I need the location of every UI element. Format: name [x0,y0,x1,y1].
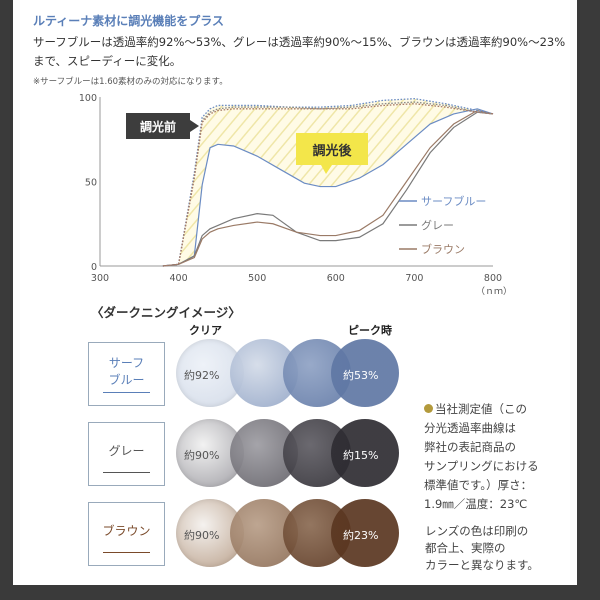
lens-label-box: サーフ ブルー [88,342,165,406]
peak-transmittance: 約15% [343,449,379,462]
series-line-after-2 [162,109,494,267]
lens-label-box: グレー [88,422,165,486]
before-label-callout: 調光前 [126,113,199,139]
clear-label: クリア [189,324,222,337]
x-axis-unit: （ｎｍ） [476,286,512,297]
section-title: ルティーナ素材に調光機能をプラス [33,14,225,28]
y-tick-label: 50 [85,178,97,189]
darkening-title: 〈ダークニングイメージ〉 [91,305,241,320]
measurement-note-line: 標準値です。）厚さ： [424,478,533,492]
after-label: 調光後 [312,143,352,159]
label-underline [103,472,150,473]
lens-circle [331,339,399,407]
clear-transmittance: 約92% [184,369,220,382]
description-line-1: サーフブルーは透過率約92%〜53%、グレーは透過率約90%〜15%、ブラウンは… [33,35,566,49]
measurement-note-line: 分光透過率曲線は [424,421,516,435]
lens-label-line: ブラウン [102,524,151,538]
lens-color-note-line: 都合上、実際の [425,541,506,555]
bullet-icon [424,404,433,413]
label-underline [103,392,150,393]
lens-label-line: サーフ [108,356,145,370]
lens-color-note-line: レンズの色は印刷の [425,524,529,538]
x-tick-label: 400 [170,273,188,284]
description-line-2: まで、スピーディーに変化。 [33,54,182,68]
x-tick-label: 500 [248,273,266,284]
measurement-note-line: 当社測定値（この [435,402,527,416]
series-line-before-5 [162,103,494,267]
peak-transmittance: 約53% [343,369,379,382]
label-underline [103,552,150,553]
measurement-note: 当社測定値（この分光透過率曲線は 弊社の表記商品のサンプリングにおける 標準値です。… [424,400,574,514]
peak-transmittance: 約23% [343,529,379,542]
before-label: 調光前 [140,119,176,134]
x-tick-label: 300 [91,273,109,284]
peak-label: ピーク時 [348,324,392,337]
surf-blue-note: ※サーフブルーは1.60素材のみの対応になります。 [33,77,228,87]
series-line-before-4 [162,101,494,267]
clear-transmittance: 約90% [184,449,220,462]
x-tick-label: 600 [327,273,345,284]
lens-circle [331,419,399,487]
measurement-note-line: サンプリングにおける [424,459,539,473]
product-card: ルティーナ素材に調光機能をプラス サーフブルーは透過率約92%〜53%、グレーは… [13,0,577,585]
legend-label: サーフブルー [421,194,486,208]
x-tick-label: 700 [405,273,423,284]
y-tick-label: 0 [91,262,97,273]
lens-label-line: ブルー [108,373,145,387]
y-tick-label: 100 [79,93,97,104]
lens-color-note: レンズの色は印刷の 都合上、実際のカラーと異なります。 [425,523,575,574]
x-tick-label: 800 [484,273,502,284]
clear-transmittance: 約90% [184,529,220,542]
lens-color-note-line: カラーと異なります。 [425,558,539,572]
lens-label-line: グレー [108,444,145,458]
series-line-before-3 [162,98,494,267]
legend-label: ブラウン [421,242,465,256]
measurement-note-line: 1.9㎜／温度：23℃ [424,497,528,511]
lens-circle [331,499,399,567]
legend-label: グレー [421,218,454,232]
lens-label-box: ブラウン [88,502,165,566]
transmittance-chart: 300 400 500 600 700 800 0 50 100 （ｎｍ） 調光前 調光後 サー… [79,93,512,297]
after-label-callout: 調光後 [296,133,368,174]
series-line-after-0 [162,108,494,267]
measurement-note-line: 弊社の表記商品の [424,440,516,454]
